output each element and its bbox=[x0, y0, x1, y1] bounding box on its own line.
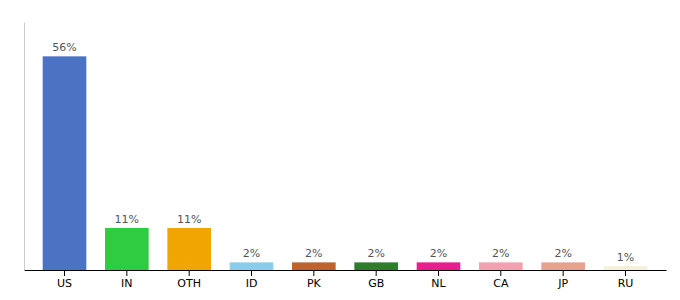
x-tick-label: IN bbox=[121, 277, 132, 290]
bar bbox=[167, 228, 211, 270]
bar bbox=[604, 266, 648, 270]
x-tick-mark bbox=[126, 270, 127, 276]
data-labels: 56% 11% 11% 2% 2% 2% 2% 2% 2% 1% bbox=[52, 41, 634, 264]
x-tick-mark bbox=[438, 270, 439, 276]
x-tick-label: OTH bbox=[177, 277, 201, 290]
data-label: 2% bbox=[243, 247, 260, 260]
bar bbox=[292, 262, 336, 270]
data-label: 11% bbox=[177, 213, 201, 226]
bar bbox=[541, 262, 585, 270]
x-tick: OTH bbox=[177, 270, 201, 290]
x-tick-mark bbox=[64, 270, 65, 276]
y-axis-line bbox=[24, 23, 25, 271]
chart-container: US IN OTH ID PK GB NL CA JP RU 56% 11% 11% 2% 2% 2% 2% 2%… bbox=[0, 0, 680, 300]
x-tick-label: ID bbox=[246, 277, 258, 290]
x-tick-label: NL bbox=[431, 277, 446, 290]
data-label: 11% bbox=[115, 213, 139, 226]
data-label: 2% bbox=[305, 247, 322, 260]
x-tick-mark bbox=[251, 270, 252, 276]
data-label: 2% bbox=[430, 247, 447, 260]
x-tick-mark bbox=[563, 270, 564, 276]
x-tick-mark bbox=[313, 270, 314, 276]
y-axis bbox=[24, 23, 25, 271]
x-tick: GB bbox=[368, 270, 384, 290]
bar bbox=[417, 262, 461, 270]
bar bbox=[230, 262, 274, 270]
x-tick-mark bbox=[625, 270, 626, 276]
x-axis-line bbox=[25, 270, 667, 271]
bar bbox=[479, 262, 523, 270]
x-tick-mark bbox=[376, 270, 377, 276]
x-tick: JP bbox=[557, 270, 568, 290]
x-tick-mark bbox=[500, 270, 501, 276]
data-label: 2% bbox=[367, 247, 384, 260]
data-label: 56% bbox=[52, 41, 76, 54]
x-tick-label: GB bbox=[368, 277, 384, 290]
x-tick-label: CA bbox=[493, 277, 509, 290]
x-tick: PK bbox=[307, 270, 322, 290]
x-tick: IN bbox=[121, 270, 132, 290]
chart-svg: US IN OTH ID PK GB NL CA JP RU 56% 11% 11% 2% 2% 2% 2% 2%… bbox=[0, 0, 680, 300]
x-tick: NL bbox=[431, 270, 446, 290]
x-tick-label: US bbox=[57, 277, 72, 290]
data-label: 2% bbox=[492, 247, 509, 260]
x-tick-label: JP bbox=[557, 277, 568, 290]
bar bbox=[354, 262, 398, 270]
x-axis: US IN OTH ID PK GB NL CA JP RU bbox=[25, 270, 667, 290]
bars bbox=[43, 56, 648, 270]
x-tick: ID bbox=[246, 270, 258, 290]
x-tick-label: PK bbox=[307, 277, 322, 290]
x-tick-label: RU bbox=[618, 277, 634, 290]
x-tick: CA bbox=[493, 270, 509, 290]
bar bbox=[43, 56, 87, 270]
x-tick: US bbox=[57, 270, 72, 290]
x-tick-mark bbox=[189, 270, 190, 276]
x-tick: RU bbox=[618, 270, 634, 290]
data-label: 1% bbox=[617, 251, 634, 264]
plot-area: US IN OTH ID PK GB NL CA JP RU 56% 11% 11% 2% 2% 2% 2% 2%… bbox=[25, 23, 667, 290]
bar bbox=[105, 228, 149, 270]
data-label: 2% bbox=[554, 247, 571, 260]
